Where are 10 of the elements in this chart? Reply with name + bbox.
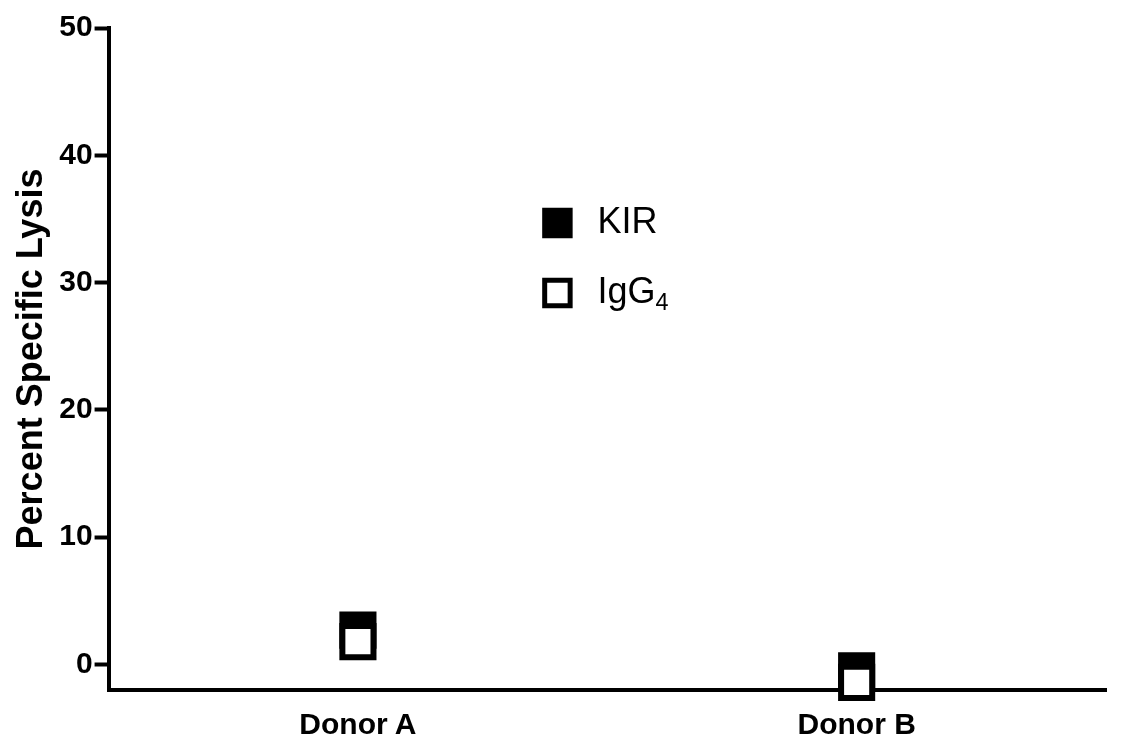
y-tick-label: 30	[59, 263, 93, 297]
y-tick-label: 40	[59, 136, 93, 170]
x-tick-label: Donor B	[797, 707, 916, 741]
y-tick-label: 50	[59, 9, 93, 43]
y-tick-label: 10	[59, 518, 93, 552]
y-tick-label: 20	[59, 391, 93, 425]
legend-label: KIR	[597, 199, 658, 241]
y-tick-label: 0	[75, 645, 93, 679]
y-axis-title: Percent Specific Lysis	[8, 168, 50, 550]
x-tick-label: Donor A	[299, 707, 417, 741]
